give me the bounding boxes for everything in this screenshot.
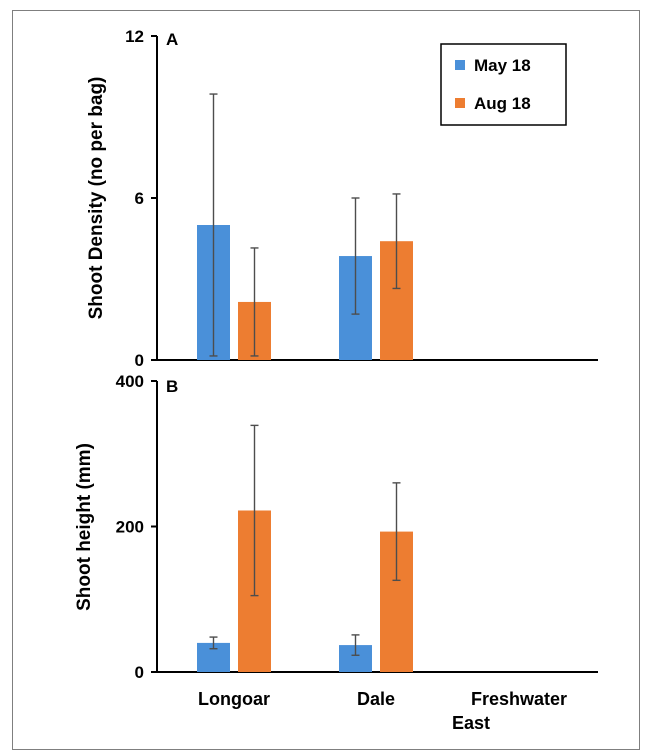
panel-a-y-tick-label: 6 [135,189,144,208]
panel-b-y-tick-label: 400 [116,372,144,391]
category-labels: Longoar Dale Freshwater East [198,689,567,733]
panel-b: B Shoot height (mm) 0 200 400 [74,372,598,682]
panel-a-y-axis-label: Shoot Density (no per bag) [86,77,107,320]
panel-b-y-axis-label: Shoot height (mm) [74,443,95,611]
figure-frame [12,10,640,750]
category-label-freshwater-east: Freshwater East [452,689,567,733]
legend-swatch-aug-18 [455,98,465,108]
category-label-longoar: Longoar [198,689,270,709]
panel-b-y-tick-label: 200 [116,518,144,537]
panel-b-y-tick-label: 0 [135,663,144,682]
panel-a-label: A [166,30,178,49]
panel-b-label: B [166,377,178,396]
panel-a-y-tick-label: 12 [125,27,144,46]
panel-a-y-tick-label: 0 [135,351,144,370]
legend-label-may-18: May 18 [474,56,531,75]
legend: May 18 Aug 18 [440,43,567,126]
legend-label-aug-18: Aug 18 [474,94,531,113]
panel-a: A Shoot Density (no per bag) 0 6 12 May 18… [86,27,598,370]
legend-box [440,43,567,126]
category-label-dale: Dale [357,689,395,709]
legend-swatch-may-18 [455,60,465,70]
